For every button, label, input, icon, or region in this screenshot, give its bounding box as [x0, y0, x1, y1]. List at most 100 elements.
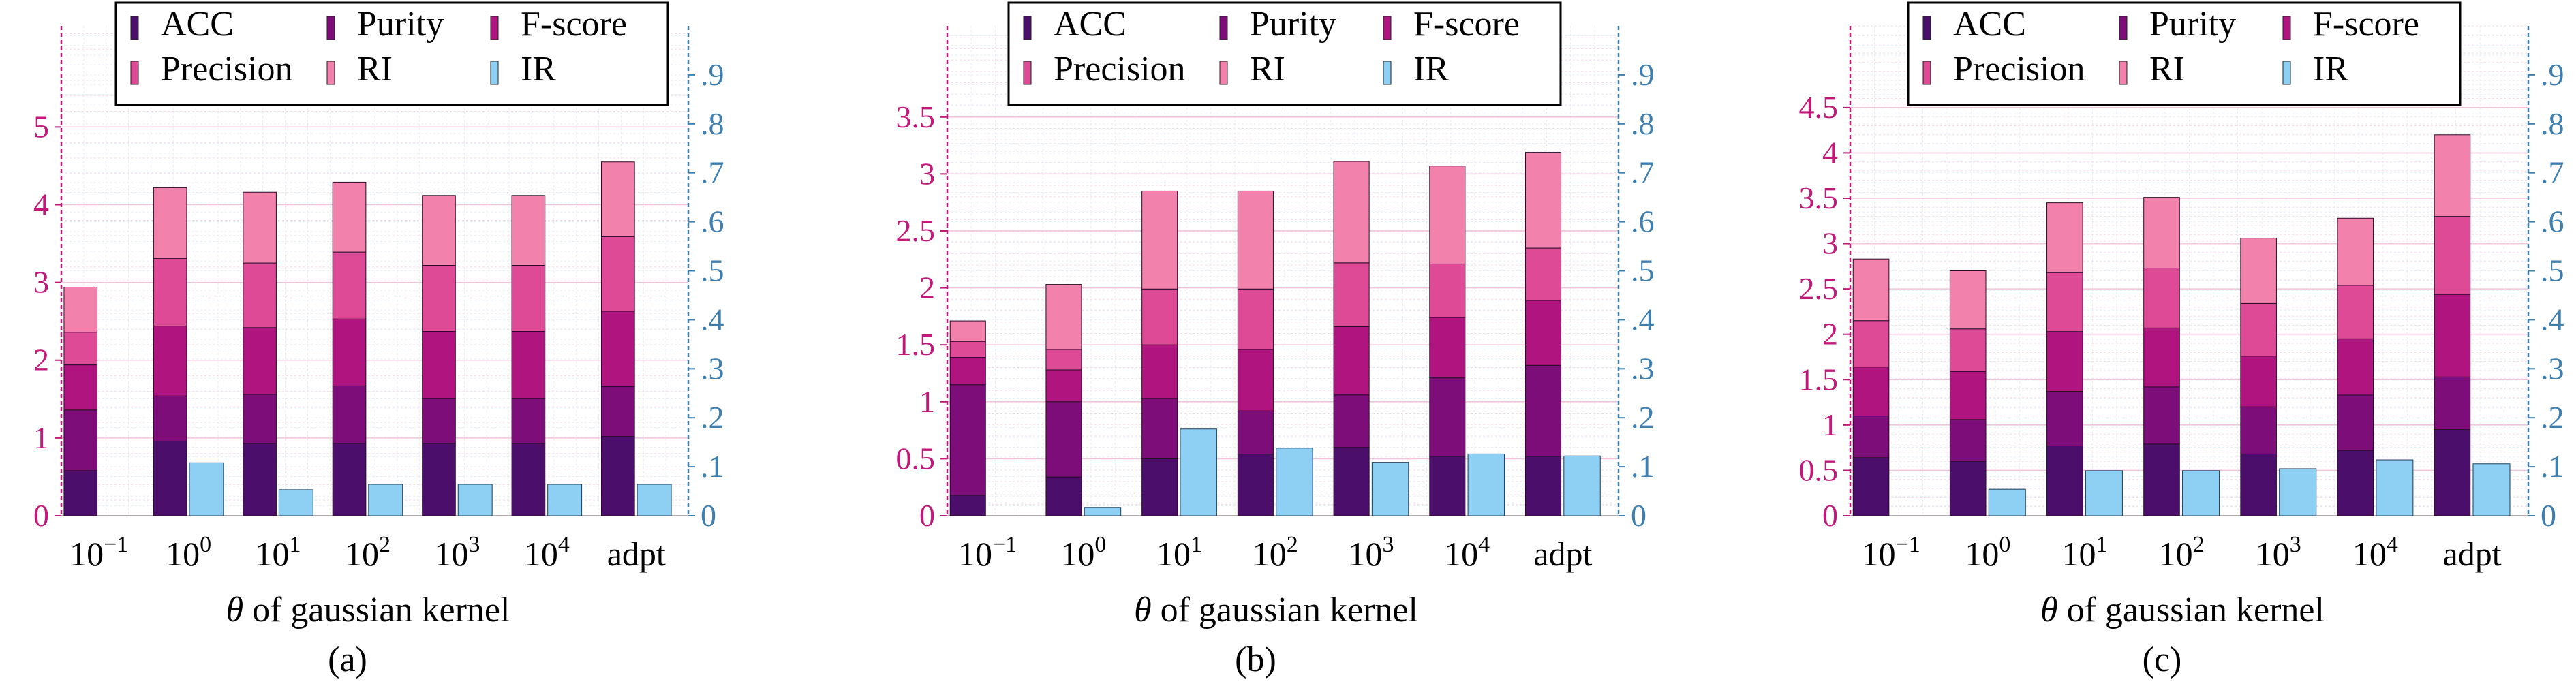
legend-swatch-precision	[1023, 61, 1032, 85]
legend-swatch-ri	[2119, 61, 2128, 85]
right-tick-label: .6	[701, 204, 724, 239]
bar-segment-acc	[1237, 454, 1274, 516]
legend-swatch-ri	[326, 61, 335, 85]
legend-label: Purity	[357, 5, 444, 44]
bar-ir	[637, 484, 672, 516]
subplot-label: (a)	[328, 640, 367, 679]
bar-ir	[189, 462, 224, 516]
bar-segment-purity	[601, 386, 635, 437]
x-tick-label: 100	[1965, 532, 2010, 573]
bar-segment-fscore	[1525, 300, 1562, 366]
right-tick-label: .4	[1631, 302, 1655, 337]
bar-segment-acc	[422, 443, 456, 516]
subplot-label: (c)	[2143, 640, 2182, 679]
subplot-label: (b)	[1235, 640, 1276, 679]
right-tick-label: 0	[701, 498, 716, 533]
left-tick-label: 2	[1822, 317, 1838, 352]
legend-label: RI	[1250, 50, 1285, 89]
right-tick-label: .9	[2541, 57, 2564, 92]
legend-label: RI	[357, 50, 393, 89]
legend-label: Purity	[1250, 5, 1336, 44]
bar-ir	[1988, 488, 2026, 516]
bar-segment-acc	[1949, 461, 1987, 516]
left-tick-label: 3.5	[896, 99, 936, 134]
bar-ir	[2279, 468, 2317, 516]
x-tick-label: 100	[166, 532, 211, 573]
right-tick-label: .4	[701, 302, 724, 337]
bar-segment-ri	[2143, 197, 2180, 269]
bar-segment-purity	[511, 398, 546, 444]
legend-swatch-ir	[490, 61, 499, 85]
bar-segment-fscore	[601, 311, 635, 388]
bar-segment-acc	[2143, 443, 2180, 516]
left-tick-label: 1	[33, 420, 49, 455]
bar-ir	[1276, 448, 1313, 516]
bar-segment-ri	[1949, 270, 1987, 330]
right-tick-label: .5	[701, 253, 724, 288]
bar-segment-purity	[2337, 394, 2374, 451]
bar-segment-fscore	[243, 327, 277, 395]
right-tick-label: .5	[1631, 253, 1655, 288]
left-tick-label: 3	[33, 265, 49, 300]
grid	[1850, 25, 2529, 516]
bar-segment-purity	[1141, 398, 1178, 459]
x-tick-label: 102	[1253, 532, 1298, 573]
legend-swatch-acc	[1922, 16, 1931, 40]
bar-segment-fscore	[2046, 331, 2083, 392]
right-tick-label: .7	[701, 155, 724, 190]
bar-segment-ri	[332, 181, 367, 253]
x-tick-label: adpt	[607, 535, 666, 573]
legend-label: Precision	[161, 50, 293, 89]
subplot-c: 0 0.5 1 1.5 2 2.5 3 3.5 4 4.5 0 .1 .2 .3 .4 .5 .6 .7 .8 .9 1…	[1799, 1, 2564, 679]
left-tick-label: 1	[919, 384, 935, 419]
bar-segment-acc	[511, 443, 546, 516]
bar-segment-precision	[1333, 262, 1370, 327]
legend-box	[1007, 1, 1562, 106]
bar-segment-purity	[1852, 416, 1890, 458]
right-tick-label: .9	[1631, 57, 1655, 92]
left-tick-label: 0	[1822, 498, 1838, 533]
legend-label: Precision	[1054, 50, 1186, 89]
bar-segment-acc	[153, 440, 187, 516]
left-tick-label: 0	[919, 498, 935, 533]
x-axis-label: θ of gaussian kernel	[1134, 591, 1418, 629]
bar-segment-ri	[1852, 258, 1890, 322]
right-tick-label: .7	[1631, 155, 1655, 190]
bar-segment-fscore	[2434, 294, 2471, 377]
bar-segment-ri	[511, 195, 546, 266]
legend-label: F-score	[1413, 5, 1520, 44]
left-tick-label: 3.5	[1799, 181, 1839, 215]
bar-segment-purity	[1949, 419, 1987, 462]
right-tick-label: .7	[2541, 155, 2564, 190]
bar-segment-acc	[1333, 447, 1370, 516]
legend-label: IR	[1413, 50, 1449, 89]
bar-segment-fscore	[1949, 371, 1987, 420]
bar-segment-precision	[949, 341, 986, 358]
bar-segment-precision	[1045, 349, 1082, 371]
legend-box	[1907, 1, 2462, 106]
right-tick-label: .3	[1631, 351, 1655, 386]
legend-label: Precision	[1953, 50, 2085, 89]
bar-segment-ri	[1141, 190, 1178, 290]
legend-swatch-ri	[1219, 61, 1228, 85]
subplot-b: 0 0.5 1 1.5 2 2.5 3 3.5 0 .1 .2 .3 .4 .5 .6 .7 .8 .9 10−1 1…	[896, 1, 1655, 679]
left-tick-label: 4	[33, 187, 49, 221]
left-tick-label: 2.5	[896, 213, 936, 248]
legend-label: ACC	[161, 5, 234, 44]
left-tick-label: 4	[1822, 135, 1838, 170]
bar-segment-ri	[2337, 217, 2374, 286]
bar-segment-purity	[153, 395, 187, 441]
left-tick-label: 4.5	[1799, 90, 1839, 125]
x-tick-label: 103	[2256, 532, 2301, 573]
bar-segment-ri	[2240, 238, 2277, 304]
bar-segment-fscore	[949, 357, 986, 386]
left-tick-label: 2	[919, 270, 935, 305]
bar-segment-precision	[2240, 302, 2277, 357]
x-axis-label: θ of gaussian kernel	[226, 591, 510, 629]
bar-segment-purity	[1237, 410, 1274, 455]
bar-ir	[2085, 470, 2123, 516]
bar-segment-precision	[2337, 285, 2374, 339]
bar-segment-fscore	[63, 364, 98, 411]
bar-segment-purity	[2434, 376, 2471, 431]
bar-segment-fscore	[2143, 327, 2180, 388]
